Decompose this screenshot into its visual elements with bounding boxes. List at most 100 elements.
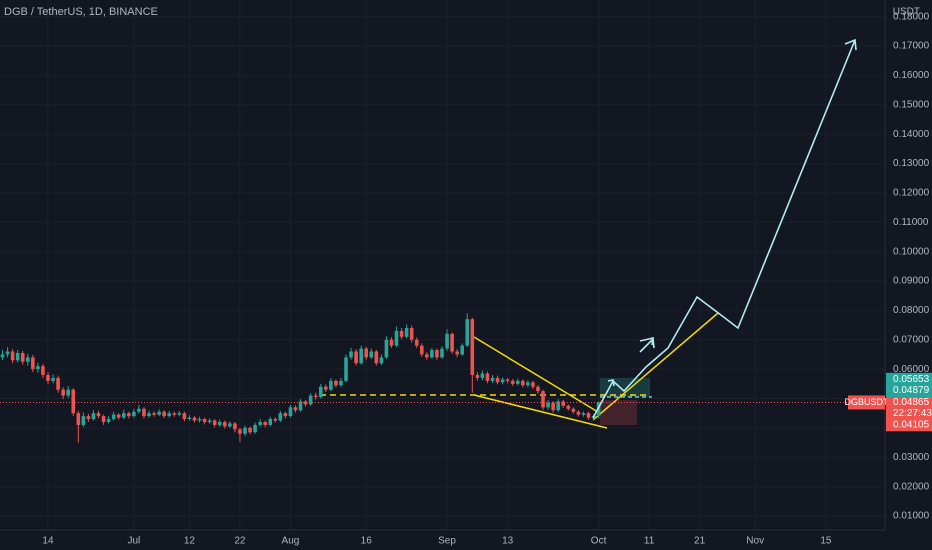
candle-body — [329, 380, 333, 390]
x-tick-label: Jul — [127, 536, 140, 547]
candle-body — [283, 413, 288, 417]
candle-body — [121, 413, 126, 418]
candle-body — [399, 330, 404, 337]
candle-body — [485, 373, 490, 381]
wedge-lower — [473, 394, 608, 429]
candle-body — [566, 405, 571, 409]
candle-body — [303, 401, 308, 405]
loss-zone — [600, 400, 637, 425]
y-tick-label: 0.15000 — [893, 99, 930, 110]
candle-body — [515, 380, 520, 384]
y-tick-label: 0.10000 — [893, 246, 930, 257]
arrow-head — [639, 336, 654, 346]
price-marker-tag — [886, 372, 932, 386]
x-tick-label: 14 — [42, 536, 54, 547]
price-marker-tag — [886, 383, 932, 397]
candle-body — [435, 350, 439, 358]
candle-body — [475, 374, 480, 378]
wedge-upper — [473, 336, 599, 413]
candle-body — [258, 421, 262, 425]
candle-body — [233, 423, 237, 430]
candle-body — [157, 411, 161, 415]
candle-body — [490, 377, 495, 381]
candle-body — [354, 351, 358, 364]
trend-line — [592, 312, 719, 421]
grid — [0, 0, 885, 530]
candle-body — [76, 413, 81, 425]
y-tick-label: 0.14000 — [893, 129, 930, 140]
candle-body — [521, 380, 525, 386]
candle-body — [101, 416, 106, 422]
candle-body — [445, 333, 449, 349]
candle-body — [20, 352, 25, 362]
candle-body — [273, 419, 278, 421]
candle-body — [318, 386, 323, 398]
candle-body — [263, 421, 267, 425]
y-tick-label: 0.06000 — [893, 364, 930, 375]
candle-body — [152, 413, 156, 415]
y-tick-label: 0.09000 — [893, 276, 930, 287]
candle-body — [46, 374, 50, 381]
y-tick-label: 0.03000 — [893, 452, 930, 463]
candle-body — [61, 389, 65, 396]
symbol-tag — [848, 395, 885, 410]
candle-body — [556, 401, 560, 411]
candle-body — [465, 319, 470, 346]
x-tick-label: 15 — [820, 536, 832, 547]
price-marker-tag — [886, 418, 932, 432]
candle-body — [389, 339, 394, 346]
candle-body — [546, 402, 550, 408]
chart-title: DGB / TetherUS, 1D, BINANCE — [4, 6, 158, 18]
candle-body — [500, 379, 505, 383]
y-tick-label: 0.17000 — [893, 41, 930, 52]
candle-body — [404, 327, 409, 337]
price-marker-label: 0.05653 — [893, 374, 930, 385]
labels: 0.010000.020000.030000.040000.050000.060… — [42, 11, 932, 547]
candle-body — [238, 429, 242, 434]
candle-body — [111, 414, 116, 420]
profit-zone — [600, 378, 650, 397]
candle-body — [253, 424, 257, 433]
candle-body — [0, 354, 5, 358]
candle-body — [202, 419, 207, 422]
candle-body — [96, 413, 101, 417]
candle-body — [571, 408, 576, 412]
x-tick-label: 21 — [694, 536, 706, 547]
candle-body — [419, 345, 424, 355]
symbol-label: DGBUSDT — [844, 397, 889, 407]
candle-body — [10, 351, 15, 361]
candle-body — [248, 427, 252, 433]
projection — [592, 38, 857, 419]
candle-body — [536, 386, 540, 392]
candle-body — [384, 339, 389, 358]
candle-body — [409, 327, 414, 340]
x-tick-label: Nov — [746, 536, 764, 547]
candle-body — [414, 339, 419, 346]
x-tick-label: Sep — [438, 536, 456, 547]
candle-body — [172, 413, 177, 415]
x-tick-label: 16 — [361, 536, 373, 547]
last-price-label: 0.04865 — [893, 397, 930, 408]
candle-body — [5, 351, 10, 355]
candle-body — [450, 333, 454, 352]
candle-body — [561, 401, 566, 406]
candle-body — [541, 391, 545, 408]
y-tick-label: 0.11000 — [893, 217, 929, 228]
candle-body — [495, 377, 500, 383]
candle-body — [394, 330, 399, 346]
candle-body — [430, 350, 434, 358]
candle-body — [470, 319, 475, 375]
arrow-head — [607, 379, 615, 387]
y-tick-label: 0.16000 — [893, 70, 930, 81]
candle-body — [455, 351, 459, 355]
candle-body — [187, 417, 192, 420]
candle-body — [142, 408, 146, 417]
candle-body — [36, 366, 40, 370]
y-tick-label: 0.13000 — [893, 158, 930, 169]
candle-body — [212, 420, 217, 425]
candle-body — [51, 377, 55, 381]
candle-body — [349, 351, 353, 358]
y-tick-label: 0.18000 — [893, 11, 930, 22]
